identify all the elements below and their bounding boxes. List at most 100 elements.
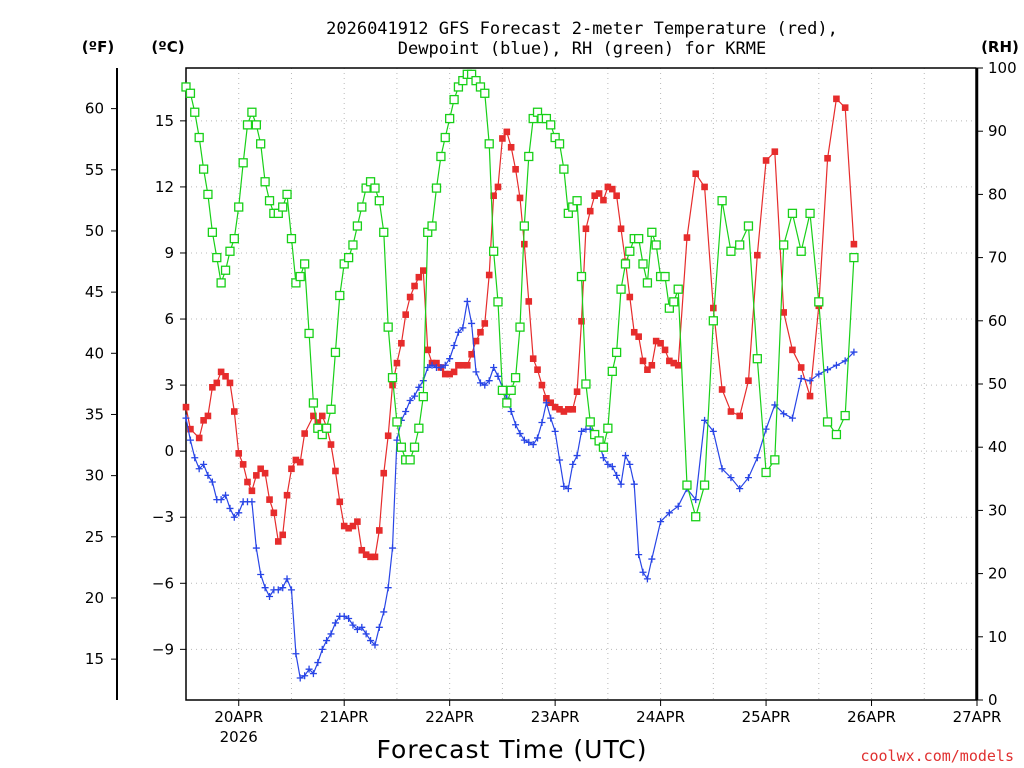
- relative-humidity-point: [620, 259, 631, 269]
- relative-humidity-point: [497, 385, 508, 395]
- celsius-tick-label: 3: [164, 376, 174, 394]
- relative-humidity-point: [493, 297, 503, 307]
- rh-tick-label: 90: [988, 122, 1007, 140]
- time-axis: 20APR 2026 21APR 22APR 23APR 24APR 25APR 26APR 2…: [214, 700, 1001, 746]
- temperature-point: [666, 357, 673, 365]
- temperature-point: [200, 417, 207, 424]
- fahrenheit-tick-label: 25: [85, 528, 104, 546]
- temperature-point: [644, 366, 651, 373]
- temperature-point: [406, 293, 414, 301]
- plot-frame: [185, 67, 977, 701]
- dewpoint-point: [230, 513, 238, 521]
- dewpoint-point: [305, 665, 313, 673]
- relative-humidity-point: [326, 404, 336, 414]
- dewpoint-point: [639, 568, 647, 576]
- temperature-point: [226, 379, 234, 387]
- dewpoint-point: [204, 471, 212, 479]
- dewpoint-point: [345, 615, 353, 623]
- temperature-point: [771, 148, 779, 155]
- temperature-point: [274, 538, 282, 545]
- temperature-point: [806, 392, 814, 400]
- temperature-point: [288, 465, 295, 473]
- relative-humidity-point: [203, 189, 213, 200]
- rh-tick-label: 80: [988, 185, 1007, 203]
- temperature-point: [310, 412, 317, 420]
- celsius-tick-label: 6: [164, 310, 174, 328]
- temperature-point: [222, 372, 229, 380]
- dewpoint-point: [468, 319, 476, 327]
- relative-humidity-point: [691, 512, 701, 522]
- relative-humidity-point: [449, 94, 459, 105]
- temperature-point: [727, 408, 735, 415]
- dewpoint-point: [454, 328, 462, 336]
- temperature-point: [556, 406, 563, 413]
- temperature-point: [195, 434, 203, 442]
- rh-tick-label: 100: [988, 59, 1017, 77]
- temperature-point: [841, 104, 849, 111]
- relative-humidity-point: [647, 227, 657, 237]
- temperature-point: [459, 361, 467, 369]
- dewpoint-point: [314, 659, 322, 667]
- dewpoint-point: [406, 397, 414, 405]
- dewpoint-point: [797, 374, 805, 382]
- temperature-point: [701, 183, 708, 191]
- fahrenheit-axis-label: (ºF): [82, 38, 114, 56]
- temperature-point: [477, 328, 484, 336]
- time-tick-label: 22APR: [425, 708, 474, 726]
- dewpoint-point: [599, 454, 607, 462]
- dewpoint-point: [635, 551, 643, 559]
- dewpoint-point: [512, 421, 520, 429]
- temperature-point: [327, 441, 335, 448]
- dewpoint-point: [323, 637, 331, 645]
- temperature-point: [345, 524, 352, 532]
- temperature-point: [652, 337, 660, 345]
- relative-humidity-point: [510, 373, 521, 383]
- relative-humidity-point: [308, 398, 319, 408]
- temperature-point: [217, 368, 225, 376]
- temperature-point: [630, 328, 638, 336]
- dewpoint-point: [287, 586, 295, 594]
- temperature-point: [270, 509, 278, 517]
- relative-humidity-point: [743, 221, 754, 231]
- temperature-point: [187, 425, 194, 433]
- dewpoint-point: [186, 436, 194, 444]
- temperature-point: [376, 527, 383, 534]
- fahrenheit-axis: 60 55 50 45 40 35 30 25 20 15: [85, 100, 117, 668]
- temperature-point: [674, 361, 682, 369]
- temperature-point: [626, 293, 634, 301]
- relative-humidity-point: [343, 252, 354, 263]
- temperature-point: [710, 304, 717, 312]
- relative-humidity-point: [625, 246, 635, 256]
- relative-humidity-point: [383, 322, 393, 332]
- relative-humidity-point: [576, 271, 587, 282]
- temperature-point: [292, 456, 300, 464]
- relative-humidity-point: [761, 467, 771, 478]
- dewpoint-point: [279, 584, 287, 592]
- temperature-point: [371, 553, 379, 561]
- relative-humidity-point: [234, 202, 244, 212]
- dewpoint-point: [551, 427, 559, 435]
- dewpoint-point: [788, 414, 796, 422]
- temperature-point: [595, 190, 603, 197]
- temperature-point: [573, 388, 581, 396]
- relative-humidity-point: [603, 423, 613, 433]
- temperature-point: [380, 469, 388, 477]
- dewpoint-point: [709, 427, 717, 435]
- relative-humidity-point: [427, 221, 437, 231]
- fahrenheit-tick-label: 45: [85, 283, 104, 301]
- time-tick-label: 24APR: [636, 708, 685, 726]
- relative-humidity-point: [247, 107, 257, 117]
- rh-tick-label: 30: [988, 501, 1007, 519]
- temperature-point: [613, 192, 620, 200]
- dewpoint-point: [578, 427, 585, 435]
- rh-tick-label: 60: [988, 312, 1007, 330]
- temperature-point: [639, 357, 647, 365]
- dewpoint-point: [525, 438, 533, 446]
- dewpoint-point: [283, 575, 291, 583]
- dewpoint-point: [200, 460, 208, 468]
- relative-humidity-point: [638, 259, 648, 269]
- temperature-point: [349, 522, 357, 530]
- dewpoint-point: [744, 474, 752, 482]
- dewpoint-point: [349, 621, 357, 629]
- relative-humidity-point: [212, 252, 222, 263]
